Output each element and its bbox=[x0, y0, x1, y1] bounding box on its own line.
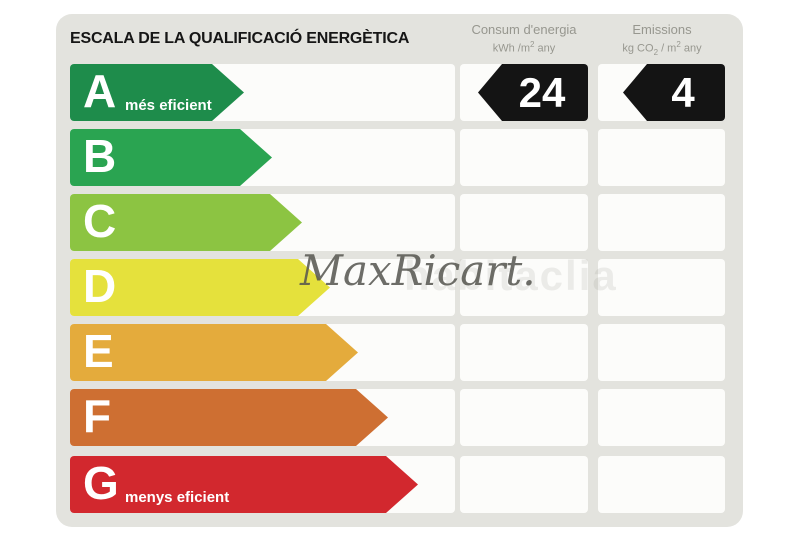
consum-unit-suffix: any bbox=[534, 42, 556, 55]
emissions-unit-text: kg CO bbox=[622, 42, 654, 55]
consum-unit-sup: 2 bbox=[530, 40, 535, 49]
row-e-emissions-cell bbox=[598, 324, 725, 381]
row-b-emissions-cell bbox=[598, 129, 725, 186]
background-watermark: habitaclia bbox=[404, 252, 618, 299]
rating-row-a: A més eficient 24 4 bbox=[70, 64, 725, 121]
rating-bar-f: F bbox=[70, 389, 388, 446]
row-d-emissions-cell bbox=[598, 259, 725, 316]
row-c-consum-cell bbox=[460, 194, 588, 251]
rating-row-d: D bbox=[70, 259, 725, 316]
scale-title: ESCALA DE LA QUALIFICACIÓ ENERGÈTICA bbox=[70, 30, 410, 47]
rating-bar-a: A més eficient bbox=[70, 64, 244, 121]
emissions-unit-sup: 2 bbox=[676, 40, 681, 49]
rating-letter-c: C bbox=[83, 194, 117, 247]
least-efficient-label: menys eficient bbox=[125, 489, 230, 506]
emissions-header-title: Emissions bbox=[632, 22, 692, 37]
row-c-emissions-cell bbox=[598, 194, 725, 251]
rating-bar-b: B bbox=[70, 129, 272, 186]
rating-letter-d: D bbox=[83, 259, 117, 312]
rating-row-e: E bbox=[70, 324, 725, 381]
row-b-consum-cell bbox=[460, 129, 588, 186]
emissions-unit-sub: 2 bbox=[653, 47, 659, 57]
rating-bar-c: C bbox=[70, 194, 302, 251]
row-d-consum-cell bbox=[460, 259, 588, 316]
row-e-consum-cell bbox=[460, 324, 588, 381]
rating-bar-d: D bbox=[70, 259, 330, 316]
row-f-consum-cell bbox=[460, 389, 588, 446]
rating-letter-g: G bbox=[83, 456, 119, 509]
emissions-value-arrow: 4 bbox=[623, 64, 725, 121]
rating-letter-b: B bbox=[83, 129, 117, 182]
emissions-unit-suffix: any bbox=[680, 42, 702, 55]
most-efficient-label: més eficient bbox=[125, 97, 212, 114]
consum-unit-text: kWh /m bbox=[492, 42, 531, 55]
consum-header-title: Consum d'energia bbox=[471, 22, 577, 37]
energy-scale-card: ESCALA DE LA QUALIFICACIÓ ENERGÈTICA Con… bbox=[56, 14, 743, 527]
rating-bar-g: G menys eficient bbox=[70, 456, 418, 513]
rating-letter-a: A bbox=[83, 64, 117, 117]
consum-column-header: Consum d'energia kWh /m2 any bbox=[454, 22, 594, 55]
consum-header-unit: kWh /m2 any bbox=[454, 40, 594, 55]
row-g-emissions-cell bbox=[598, 456, 725, 513]
emissions-header-unit: kg CO2 / m2 any bbox=[592, 40, 732, 57]
consum-value-arrow: 24 bbox=[478, 64, 588, 121]
rating-row-c: C bbox=[70, 194, 725, 251]
row-g-consum-cell bbox=[460, 456, 588, 513]
rating-row-g: G menys eficient bbox=[70, 456, 725, 513]
row-f-emissions-cell bbox=[598, 389, 725, 446]
emissions-unit-mid: / m bbox=[658, 42, 677, 55]
rating-row-f: F bbox=[70, 389, 725, 446]
emissions-column-header: Emissions kg CO2 / m2 any bbox=[592, 22, 732, 57]
watermark: MaxRicart. bbox=[300, 246, 536, 295]
rating-bar-e: E bbox=[70, 324, 358, 381]
rating-letter-f: F bbox=[83, 389, 112, 442]
rating-row-b: B bbox=[70, 129, 725, 186]
rating-letter-e: E bbox=[83, 324, 114, 377]
